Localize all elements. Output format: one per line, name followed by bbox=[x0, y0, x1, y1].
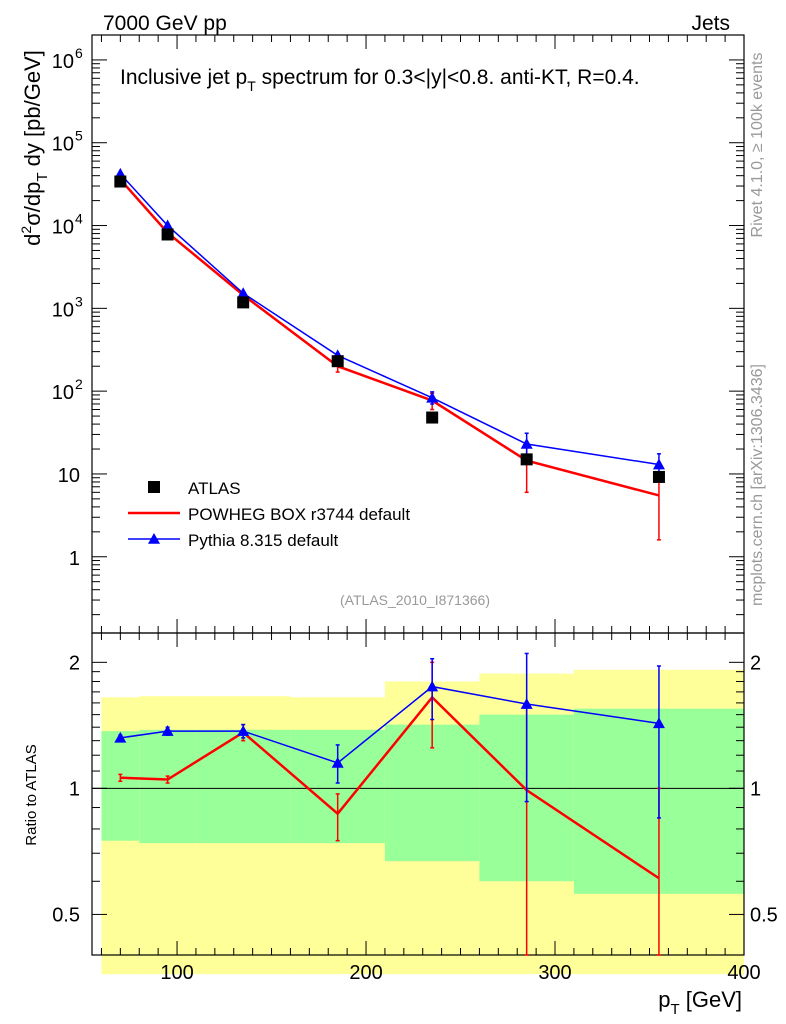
pythia-main-line bbox=[119, 173, 660, 466]
green-band-1 bbox=[139, 729, 196, 844]
header-right: Jets bbox=[691, 12, 730, 35]
green-band-2 bbox=[195, 729, 291, 844]
pythia-ratio-point bbox=[161, 725, 174, 736]
ratio-y-tick-label-right: 0.5 bbox=[750, 904, 778, 926]
atlas-main-point bbox=[426, 411, 439, 424]
legend-pythia-label: Pythia 8.315 default bbox=[188, 531, 339, 550]
atlas-main-point bbox=[520, 453, 533, 466]
plot-frames bbox=[91, 34, 745, 956]
pythia-ratio-point bbox=[652, 717, 665, 729]
pythia-main-point bbox=[520, 437, 533, 449]
plot-title: Inclusive jet pT spectrum for 0.3<|y|<0.… bbox=[120, 66, 640, 94]
pythia-ratio-point bbox=[237, 725, 250, 736]
ratio-y-tick-label: 0.5 bbox=[52, 904, 80, 926]
pythia-main-point bbox=[237, 287, 250, 299]
ratio-y-axis-label: Ratio to ATLAS bbox=[23, 744, 40, 845]
mcplots-label: mcplots.cern.ch [arXiv:1306.3436] bbox=[749, 364, 766, 606]
y-tick-label: 10 bbox=[58, 465, 80, 487]
y-tick-exponent: 3 bbox=[75, 293, 83, 309]
data-series bbox=[114, 167, 665, 956]
y-tick-label: 10 bbox=[52, 51, 74, 73]
pythia-ratio-point bbox=[520, 698, 533, 709]
ratio-frame bbox=[91, 632, 745, 956]
y-tick-label: 10 bbox=[52, 299, 74, 321]
x-tick-label: 200 bbox=[349, 962, 382, 984]
atlas-main-point bbox=[114, 175, 127, 188]
analysis-id: (ATLAS_2010_I871366) bbox=[340, 592, 490, 608]
y-tick-label: 10 bbox=[52, 382, 74, 404]
pythia-main-point bbox=[161, 219, 174, 231]
legend: ATLAS POWHEG BOX r3744 default Pythia 8.31… bbox=[128, 479, 410, 550]
y-tick-label: 1 bbox=[69, 548, 80, 570]
y-tick-label: 10 bbox=[52, 134, 74, 156]
atlas-main-point bbox=[237, 296, 250, 309]
ratio-y-tick-label-right: 2 bbox=[750, 652, 761, 674]
x-axis-label: pT [GeV] bbox=[658, 987, 742, 1018]
ratio-y-tick-label: 2 bbox=[69, 652, 80, 674]
header-left: 7000 GeV pp bbox=[103, 12, 227, 35]
main-y-axis-label: d2σ/dpT dy [pb/GeV] bbox=[18, 50, 51, 246]
x-tick-label: 100 bbox=[160, 962, 193, 984]
y-tick-exponent: 4 bbox=[75, 211, 83, 227]
legend-pythia-marker bbox=[148, 533, 160, 544]
y-tick-label: 10 bbox=[52, 217, 74, 239]
y-tick-exponent: 5 bbox=[75, 128, 83, 144]
ratio-y-tick-label-right: 1 bbox=[750, 778, 761, 800]
rivet-label: Rivet 4.1.0, ≥ 100k events bbox=[749, 53, 766, 238]
y-tick-exponent: 6 bbox=[75, 45, 83, 61]
pythia-ratio-point bbox=[114, 731, 127, 743]
atlas-main-point bbox=[652, 470, 665, 483]
atlas-main-point bbox=[161, 228, 174, 241]
x-tick-label: 400 bbox=[727, 962, 760, 984]
atlas-main-point bbox=[331, 355, 344, 368]
pythia-ratio-point bbox=[426, 680, 439, 692]
green-band-0 bbox=[101, 731, 140, 841]
powheg-main-line bbox=[119, 178, 660, 497]
labels: 7000 GeV pp Jets Inclusive jet pT spectr… bbox=[18, 12, 766, 1018]
legend-atlas-marker bbox=[148, 481, 160, 493]
pythia-main-point bbox=[652, 458, 665, 470]
legend-atlas-label: ATLAS bbox=[188, 479, 241, 498]
ratio-y-tick-label: 1 bbox=[69, 778, 80, 800]
y-tick-exponent: 2 bbox=[75, 376, 83, 392]
x-tick-label: 300 bbox=[538, 962, 571, 984]
pythia-ratio-point bbox=[331, 756, 344, 768]
legend-powheg-label: POWHEG BOX r3744 default bbox=[188, 505, 410, 524]
pythia-main-point bbox=[426, 391, 439, 403]
